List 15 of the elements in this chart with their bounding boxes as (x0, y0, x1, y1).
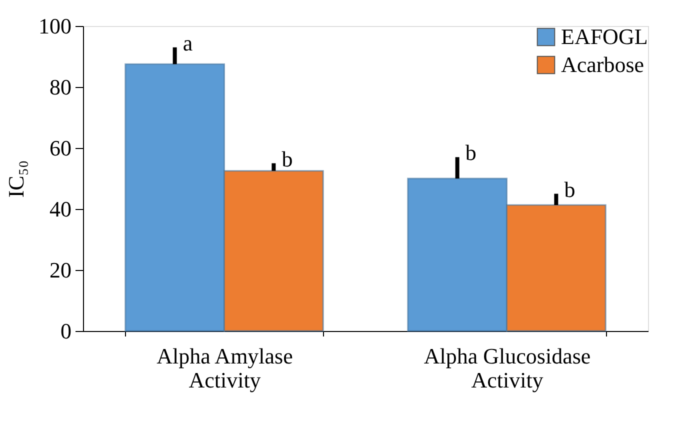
legend-label: EAFOGL (561, 24, 648, 49)
x-tick-label: Alpha Amylase Activity (156, 344, 293, 392)
annotation: b (465, 140, 476, 166)
y-tick-label: 80 (50, 74, 72, 100)
y-tick-label: 40 (50, 196, 72, 222)
annotation: b (282, 146, 293, 172)
x-tick-label: Alpha Glucosidase Activity (424, 344, 591, 392)
y-axis-title: IC₅₀ (4, 160, 28, 198)
y-tick-label: 60 (50, 136, 72, 160)
annotation: a (182, 30, 193, 56)
annotation: b (564, 176, 576, 202)
y-tick-label: 100 (38, 14, 72, 38)
y-tick-label: 20 (50, 258, 72, 282)
y-tick-label: 0 (60, 318, 72, 344)
legend-label: Acarbose (561, 52, 644, 77)
